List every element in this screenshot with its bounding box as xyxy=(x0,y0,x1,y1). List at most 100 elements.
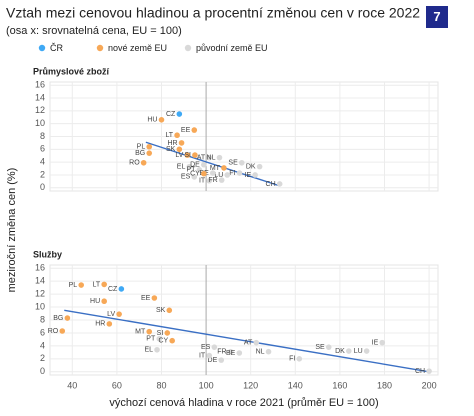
point-label: SI xyxy=(157,330,164,337)
legend-marker xyxy=(184,44,192,52)
data-point xyxy=(78,282,85,288)
point-label: FI xyxy=(289,356,295,363)
point-label: CH xyxy=(266,181,276,188)
y-tick-label: 4 xyxy=(40,157,45,167)
point-label: SK xyxy=(156,307,166,314)
data-point xyxy=(325,344,332,350)
trend-line xyxy=(145,141,280,187)
y-tick-label: 10 xyxy=(35,301,45,311)
point-label: MT xyxy=(135,328,146,335)
y-tick-label: 12 xyxy=(35,105,45,115)
point-label: ES xyxy=(201,344,211,351)
point-label: IE xyxy=(372,339,379,346)
data-point xyxy=(218,177,225,183)
point-label: PT xyxy=(186,167,196,174)
point-label: CY xyxy=(190,171,200,178)
point-label: BE xyxy=(226,350,236,357)
data-point xyxy=(64,315,71,321)
chart-title: Vztah mezi cenovou hladinou a procentní … xyxy=(6,5,420,21)
data-point xyxy=(221,165,227,171)
point-label: FI xyxy=(229,170,235,177)
x-axis-label: výchozí cenová hladina v roce 2021 (prům… xyxy=(109,397,378,409)
panel-title: Průmyslové zboží xyxy=(33,66,110,76)
data-point xyxy=(209,170,216,176)
data-point xyxy=(156,335,163,342)
data-point xyxy=(166,307,173,314)
point-label: PT xyxy=(146,336,156,343)
point-label: EE xyxy=(181,127,191,134)
data-point xyxy=(184,152,191,158)
data-point xyxy=(238,159,245,166)
point-label: HR xyxy=(167,140,177,147)
point-label: LV xyxy=(107,311,115,318)
data-point xyxy=(346,348,352,354)
point-label: LV xyxy=(175,152,183,159)
point-label: LU xyxy=(354,348,363,355)
x-tick-label: 120 xyxy=(243,380,258,390)
y-tick-label: 16 xyxy=(35,80,45,90)
data-point xyxy=(379,339,386,346)
point-label: IT xyxy=(199,352,206,359)
point-label: CY xyxy=(158,338,168,345)
data-point xyxy=(106,321,113,327)
data-point xyxy=(116,311,122,317)
data-point xyxy=(101,281,107,288)
data-point xyxy=(206,177,213,184)
data-point xyxy=(191,127,198,133)
point-label: NL xyxy=(207,155,216,162)
point-label: NL xyxy=(256,349,265,356)
point-label: DK xyxy=(246,163,256,170)
trend-line xyxy=(64,309,430,373)
data-point xyxy=(256,163,263,170)
point-label: CZ xyxy=(108,286,118,293)
y-tick-label: 14 xyxy=(35,92,45,102)
data-point xyxy=(146,143,153,150)
panel-title: Služby xyxy=(33,249,62,259)
point-label: PL xyxy=(137,144,146,151)
y-tick-label: 10 xyxy=(35,118,45,128)
point-label: SK xyxy=(166,146,176,153)
data-point xyxy=(196,167,203,173)
data-point xyxy=(296,356,303,362)
y-tick-label: 14 xyxy=(35,276,45,286)
point-label: BG xyxy=(135,150,145,157)
x-tick-label: 80 xyxy=(156,380,166,390)
data-point xyxy=(191,174,198,180)
data-point xyxy=(206,154,213,161)
data-point xyxy=(236,170,243,176)
point-label: LT xyxy=(165,132,173,139)
legend-label: ČR xyxy=(50,43,63,53)
data-point xyxy=(211,344,218,350)
point-label: SE xyxy=(315,344,325,351)
data-point xyxy=(178,140,185,146)
point-label: AT xyxy=(197,155,206,162)
data-point xyxy=(176,111,183,117)
legend-marker xyxy=(38,44,46,52)
legend-marker xyxy=(96,44,104,52)
point-label: SI xyxy=(184,152,191,159)
point-label: RO xyxy=(129,160,140,167)
point-label: IE xyxy=(245,172,252,179)
data-point xyxy=(59,328,66,334)
point-label: CH xyxy=(415,368,425,375)
point-label: DE xyxy=(190,162,200,169)
legend-label: nové země EU xyxy=(108,43,167,53)
data-point xyxy=(169,337,175,344)
data-point xyxy=(118,286,125,292)
point-label: DE xyxy=(208,357,218,364)
badge: 7 xyxy=(433,9,440,24)
y-axis-label: meziroční změna cen (%) xyxy=(6,168,18,293)
point-label: HU xyxy=(90,298,100,305)
y-tick-label: 4 xyxy=(40,340,45,350)
y-tick-label: 8 xyxy=(40,314,45,324)
y-tick-label: 0 xyxy=(40,366,45,376)
point-label: FR xyxy=(208,177,217,184)
data-point xyxy=(363,348,370,354)
data-point xyxy=(224,172,231,178)
y-tick-label: 6 xyxy=(40,327,45,337)
data-point xyxy=(164,330,171,336)
data-point xyxy=(218,357,225,363)
data-point xyxy=(176,146,183,153)
point-label: ES xyxy=(181,174,191,181)
data-point xyxy=(140,159,147,166)
